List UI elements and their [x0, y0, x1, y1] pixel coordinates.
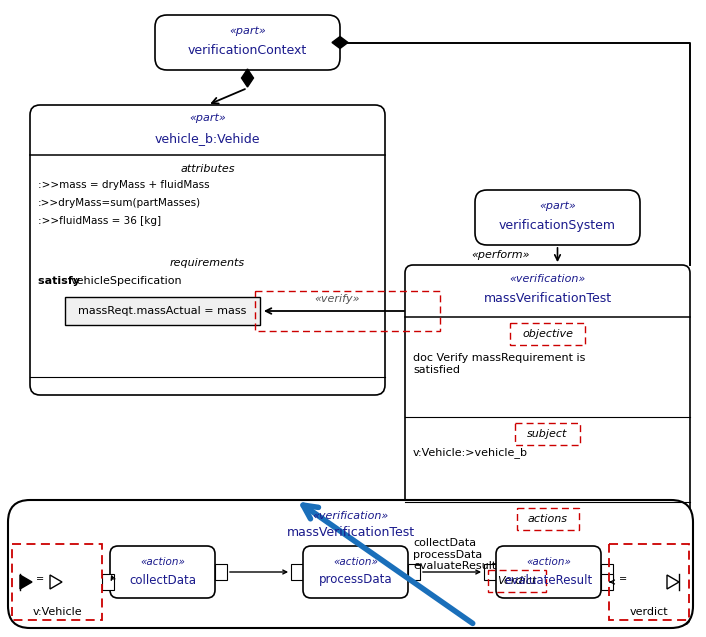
Bar	[215, 564, 227, 580]
Polygon shape	[332, 36, 348, 48]
Text: «part»: «part»	[229, 26, 266, 36]
Text: verificationSystem: verificationSystem	[499, 220, 616, 233]
Text: subject: subject	[527, 429, 568, 439]
Bar	[601, 564, 613, 580]
Text: verificationContext: verificationContext	[188, 45, 307, 57]
Bar	[488, 570, 546, 592]
Bar	[517, 508, 578, 530]
Text: :>>fluidMass = 36 [kg]: :>>fluidMass = 36 [kg]	[38, 216, 161, 226]
Text: =: =	[36, 574, 44, 584]
Text: collectData: collectData	[129, 573, 196, 587]
FancyBboxPatch shape	[155, 15, 340, 70]
Bar	[65, 297, 260, 325]
Text: v:Vehicle:>vehicle_b: v:Vehicle:>vehicle_b	[413, 448, 528, 459]
Text: satisfy: satisfy	[38, 276, 84, 286]
FancyBboxPatch shape	[30, 105, 385, 395]
Text: =: =	[619, 574, 627, 584]
Text: massReqt.massActual = mass: massReqt.massActual = mass	[78, 306, 246, 316]
Text: «part»: «part»	[539, 201, 576, 211]
Bar	[510, 323, 585, 345]
Text: verdict: verdict	[630, 607, 669, 617]
Text: :>>mass = dryMass + fluidMass: :>>mass = dryMass + fluidMass	[38, 180, 210, 190]
Text: «action»: «action»	[333, 557, 378, 567]
Bar	[291, 564, 303, 580]
Text: «perform»: «perform»	[471, 250, 530, 260]
FancyBboxPatch shape	[8, 500, 693, 628]
Bar	[601, 574, 613, 590]
Text: «action»: «action»	[526, 557, 571, 567]
Text: evaluateResult: evaluateResult	[504, 573, 592, 587]
Text: «verify»: «verify»	[315, 294, 360, 304]
Text: objective: objective	[522, 329, 573, 339]
Text: «verification»: «verification»	[509, 274, 585, 284]
Text: actions: actions	[527, 514, 568, 524]
Bar	[484, 564, 496, 580]
Text: attributes: attributes	[180, 164, 235, 174]
Text: vehicle_b:Vehide: vehicle_b:Vehide	[155, 132, 261, 145]
Text: Verdict: Verdict	[497, 576, 537, 586]
Bar	[102, 574, 114, 590]
Text: v:Vehicle: v:Vehicle	[32, 607, 82, 617]
Text: massVerificationTest: massVerificationTest	[484, 292, 611, 306]
Bar	[515, 423, 580, 445]
Text: doc Verify massRequirement is
satisfied: doc Verify massRequirement is satisfied	[413, 353, 585, 375]
Text: «verification»: «verification»	[312, 511, 388, 521]
FancyBboxPatch shape	[110, 546, 215, 598]
Text: «action»: «action»	[140, 557, 185, 567]
Polygon shape	[241, 69, 253, 87]
Bar	[255, 291, 440, 331]
Bar	[609, 544, 689, 620]
Text: collectData
processData
evaluateResult: collectData processData evaluateResult	[413, 538, 496, 571]
Text: processData: processData	[318, 573, 393, 587]
Text: vehicleSpecification: vehicleSpecification	[71, 276, 183, 286]
FancyBboxPatch shape	[475, 190, 640, 245]
Text: :>>dryMass=sum(partMasses): :>>dryMass=sum(partMasses)	[38, 198, 201, 208]
Text: requirements: requirements	[170, 258, 245, 268]
Bar	[12, 544, 102, 620]
FancyBboxPatch shape	[405, 265, 690, 625]
FancyBboxPatch shape	[496, 546, 601, 598]
FancyBboxPatch shape	[303, 546, 408, 598]
Text: «part»: «part»	[189, 113, 226, 123]
Text: massVerificationTest: massVerificationTest	[287, 526, 414, 538]
Polygon shape	[20, 575, 32, 589]
Bar	[408, 564, 420, 580]
